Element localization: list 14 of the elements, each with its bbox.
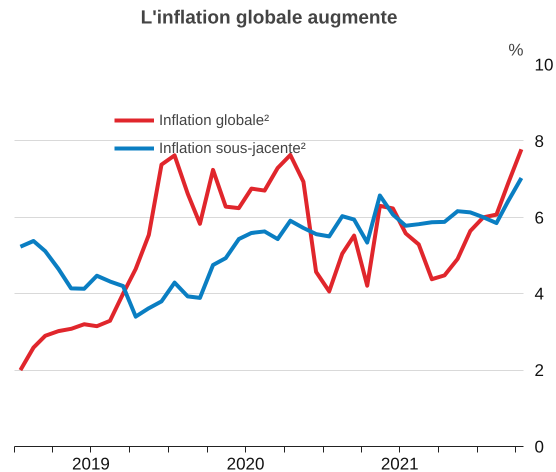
- y-tick-label: 10: [534, 56, 554, 74]
- x-tick-label: 2019: [72, 454, 110, 472]
- x-tick-label: 2021: [380, 454, 419, 472]
- y-axis-title: %: [508, 40, 524, 60]
- chart-title: L'inflation globale augmente: [140, 8, 398, 28]
- y-tick-label: 0: [534, 438, 544, 456]
- y-tick-label: 4: [534, 284, 544, 304]
- y-tick-label: 2: [534, 361, 544, 380]
- line-series: [18, 176, 524, 319]
- y-tick-label: 6: [534, 208, 544, 228]
- y-tick-label: 8: [534, 132, 544, 151]
- x-tick-label: 2020: [226, 454, 264, 472]
- legend-label: Inflation globale²: [159, 112, 270, 128]
- legend-label: Inflation sous-jacente²: [159, 140, 306, 156]
